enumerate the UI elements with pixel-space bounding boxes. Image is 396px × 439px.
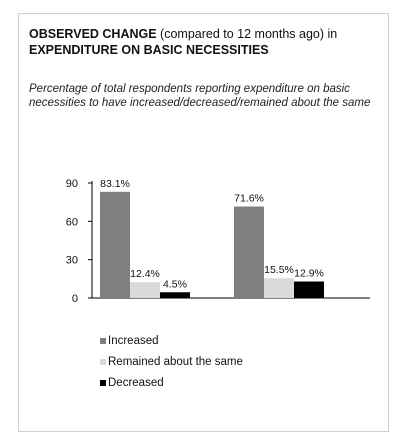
y-tick-label: 0 [72, 293, 78, 305]
chart-panel: OBSERVED CHANGE (compared to 12 months a… [18, 13, 389, 432]
chart-title-bold-part2: EXPENDITURE ON BASIC NECESSITIES [29, 43, 269, 57]
chart-title: OBSERVED CHANGE (compared to 12 months a… [29, 26, 384, 58]
legend-swatch [100, 337, 106, 344]
legend-item: Increased [100, 330, 243, 351]
data-label: 83.1% [100, 178, 130, 190]
y-tick-label: 60 [66, 216, 78, 228]
data-label: 15.5% [264, 264, 294, 276]
bar-3-2 [294, 281, 324, 298]
chart-legend: Increased Remained about the same Decrease… [100, 330, 243, 393]
chart-title-bold-part1: OBSERVED CHANGE [29, 27, 157, 41]
legend-label: Decreased [108, 376, 164, 389]
data-label: 12.9% [294, 268, 324, 280]
legend-label: Increased [108, 334, 159, 347]
bar-3-1 [160, 292, 190, 298]
legend-label: Remained about the same [108, 355, 243, 368]
chart-subtitle: Percentage of total respondents reportin… [29, 83, 371, 109]
bar-2-1 [130, 282, 160, 298]
bar-2-2 [264, 278, 294, 298]
data-label: 12.4% [130, 268, 160, 280]
y-tick-label: 30 [66, 255, 78, 267]
bar-1-1 [100, 191, 130, 298]
bar-1-2 [234, 206, 264, 298]
legend-item: Remained about the same [100, 351, 243, 372]
legend-item: Decreased [100, 372, 243, 393]
data-label: 4.5% [163, 278, 187, 290]
legend-swatch [100, 379, 106, 386]
data-label: 71.6% [234, 193, 264, 205]
y-tick-label: 90 [66, 178, 78, 190]
legend-swatch [100, 358, 106, 365]
chart-title-normal-part: (compared to 12 months ago) in [156, 27, 338, 41]
